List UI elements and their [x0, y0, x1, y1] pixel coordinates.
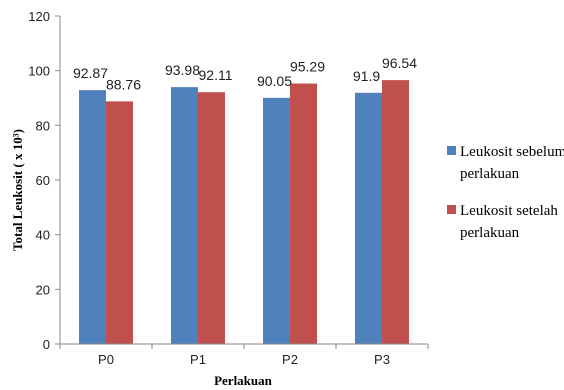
y-tick-label: 40 — [36, 228, 50, 243]
y-tick-label: 0 — [43, 337, 50, 352]
bar-p2-series-2 — [290, 83, 317, 345]
bar-p1-series-1 — [171, 87, 198, 344]
x-axis-ticks: P0 P1 P2 P3 — [59, 344, 429, 367]
data-label-p2-series-1: 90.05 — [257, 73, 292, 89]
x-tick-label-p0: P0 — [98, 352, 114, 367]
data-label-p1-series-1: 93.98 — [165, 62, 200, 78]
x-tick-label-p3: P3 — [374, 352, 390, 367]
y-axis-title: Total Leukosit ( x 10³) — [10, 129, 25, 251]
y-tick-label: 60 — [36, 173, 50, 188]
legend-swatch-series-1 — [447, 146, 456, 155]
legend-label-series-1: perlakuan — [460, 166, 520, 182]
bar-p1-series-2 — [198, 92, 225, 344]
bar-p2-series-1 — [263, 97, 290, 344]
y-axis-ticks: 0 20 40 60 80 100 120 — [28, 9, 60, 352]
legend-label-series-2: Leukosit setelah — [460, 203, 558, 219]
y-tick-label: 80 — [36, 118, 50, 133]
y-tick-label: 120 — [28, 9, 50, 24]
x-axis-title: Perlakuan — [214, 373, 273, 388]
legend-label-series-1: Leukosit sebelum — [460, 144, 564, 160]
x-tick-label-p2: P2 — [282, 352, 298, 367]
bar-p3-series-1 — [355, 92, 382, 344]
bars — [79, 80, 409, 345]
bar-p3-series-2 — [382, 80, 409, 345]
legend-swatch-series-2 — [447, 205, 456, 214]
data-label-p3-series-2: 96.54 — [382, 55, 417, 71]
y-tick-label: 20 — [36, 282, 50, 297]
y-tick-label: 100 — [28, 64, 50, 79]
data-label-p3-series-1: 91.9 — [353, 68, 380, 84]
data-label-p2-series-2: 95.29 — [290, 59, 325, 75]
bar-p0-series-2 — [106, 101, 133, 344]
legend: Leukosit sebelum perlakuan Leukosit setela… — [447, 144, 564, 241]
x-tick-label-p1: P1 — [190, 352, 206, 367]
data-label-p1-series-2: 92.11 — [199, 67, 233, 83]
legend-label-series-2: perlakuan — [460, 225, 520, 241]
data-label-p0-series-2: 88.76 — [106, 76, 141, 92]
bar-p0-series-1 — [79, 90, 106, 344]
data-label-p0-series-1: 92.87 — [73, 65, 108, 81]
